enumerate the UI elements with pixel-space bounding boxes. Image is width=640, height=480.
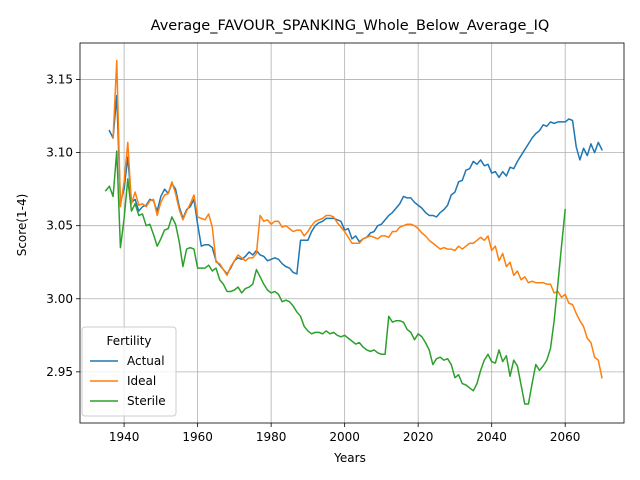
x-axis-ticks: 1940 1960 1980 2000 2020 2040 2060 — [109, 423, 581, 444]
series-line-actual — [108, 94, 603, 275]
legend-label-sterile: Sterile — [127, 394, 166, 408]
legend-label-ideal: Ideal — [127, 374, 156, 388]
y-tick-label: 2.95 — [46, 365, 73, 379]
legend-entries: Actual Ideal Sterile — [90, 354, 166, 408]
y-tick-label: 3.15 — [46, 73, 73, 87]
plot-area-frame — [79, 42, 625, 424]
legend-box — [81, 326, 177, 417]
x-tick-label: 2000 — [329, 430, 360, 444]
x-tick-label: 1960 — [182, 430, 213, 444]
series-line-sterile — [104, 150, 567, 405]
legend: Fertility Actual Ideal Sterile — [81, 326, 177, 417]
y-axis-ticks: 2.95 3.00 3.05 3.10 3.15 — [46, 73, 80, 379]
y-tick-label: 3.05 — [46, 219, 73, 233]
legend-label-actual: Actual — [127, 354, 165, 368]
x-axis-label: Years — [333, 451, 366, 465]
chart-title: Average_FAVOUR_SPANKING_Whole_Below_Aver… — [151, 18, 550, 34]
x-tick-label: 2060 — [550, 430, 581, 444]
legend-title: Fertility — [106, 334, 151, 348]
y-axis-label: Score(1-4) — [15, 194, 29, 257]
x-tick-label: 2040 — [476, 430, 507, 444]
y-tick-label: 3.10 — [46, 146, 73, 160]
x-tick-label: 1980 — [256, 430, 287, 444]
y-tick-label: 3.00 — [46, 292, 73, 306]
x-tick-label: 2020 — [403, 430, 434, 444]
x-tick-label: 1940 — [109, 430, 140, 444]
series-line-ideal — [112, 59, 603, 379]
series-lines — [104, 59, 603, 405]
